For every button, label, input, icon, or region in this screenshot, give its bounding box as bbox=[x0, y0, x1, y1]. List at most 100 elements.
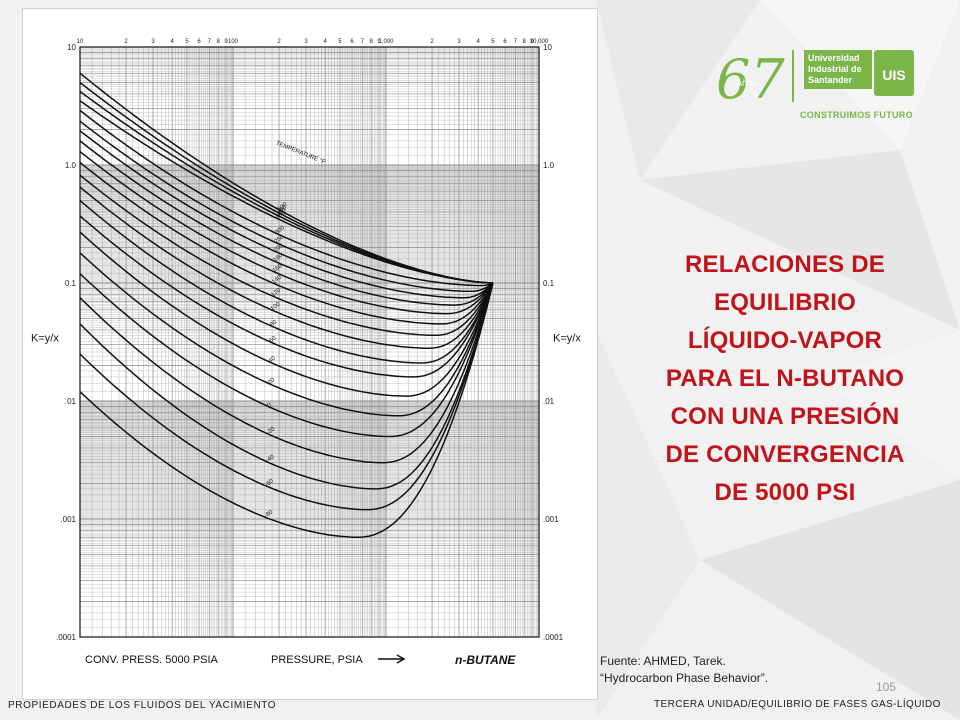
series-label: 450 bbox=[276, 204, 288, 215]
plot-frame bbox=[79, 46, 540, 638]
anniversary-67-logo: 67 Años bbox=[716, 48, 785, 110]
x-tick-label: 9 bbox=[377, 39, 381, 45]
series-line bbox=[79, 151, 494, 315]
university-line-3: Santander bbox=[808, 75, 853, 85]
x-tick-label: 6 bbox=[197, 39, 201, 45]
series-label: 20 bbox=[267, 377, 276, 386]
anniversary-number: 67 bbox=[716, 48, 785, 110]
series-label: 140 bbox=[271, 274, 283, 285]
series-label: 500 bbox=[277, 201, 289, 212]
series-line bbox=[79, 130, 494, 299]
uis-logo: 67 Años Universidad Industrial de Santan… bbox=[704, 44, 918, 126]
x-tick-label: 7 bbox=[514, 39, 518, 45]
series-label: 0 bbox=[266, 402, 273, 409]
series-line bbox=[79, 273, 494, 438]
x-tick-label: 4 bbox=[323, 39, 327, 45]
x-tick-label: 100 bbox=[228, 39, 239, 45]
series-label: 80 bbox=[269, 319, 278, 328]
series-line bbox=[79, 109, 494, 287]
convergence-label: CONV. PRESS. 5000 PSIA bbox=[85, 654, 219, 666]
series-line bbox=[79, 161, 494, 325]
footer-course: PROPIEDADES DE LOS FLUIDOS DEL YACIMIENT… bbox=[8, 700, 277, 711]
x-tick-label: 8 bbox=[523, 39, 527, 45]
y-axis-label-right: K=y/x bbox=[553, 332, 581, 344]
series-label: 100 bbox=[270, 301, 282, 312]
university-line-2: Industrial de bbox=[808, 64, 862, 74]
y-tick-label-right: .0001 bbox=[543, 633, 564, 642]
y-tick-label-left: 1.0 bbox=[65, 161, 77, 170]
x-tick-label: 8 bbox=[370, 39, 374, 45]
component-label: n-BUTANE bbox=[455, 653, 516, 667]
y-tick-label-left: .01 bbox=[65, 397, 77, 406]
x-tick-label: 6 bbox=[503, 39, 507, 45]
series-label: -80 bbox=[264, 509, 275, 519]
x-tick-label: 2 bbox=[124, 39, 128, 45]
series-line bbox=[79, 282, 494, 539]
series-label: 300 bbox=[274, 225, 286, 236]
x-tick-label: 7 bbox=[208, 39, 212, 45]
y-tick-label-right: .01 bbox=[543, 397, 555, 406]
series-label: 40 bbox=[268, 355, 277, 364]
university-line-1: Universidad bbox=[808, 53, 860, 63]
series-line bbox=[79, 120, 494, 293]
series-label: -40 bbox=[265, 454, 276, 464]
series-line bbox=[79, 282, 494, 464]
y-tick-label-right: 0.1 bbox=[543, 279, 555, 288]
series-line bbox=[79, 174, 494, 337]
series-line bbox=[79, 215, 494, 378]
x-tick-label: 7 bbox=[361, 39, 365, 45]
x-tick-label: 5 bbox=[338, 39, 342, 45]
series-line bbox=[79, 231, 494, 397]
x-tick-label: 3 bbox=[304, 39, 308, 45]
title-line-6: DE CONVERGENCIA bbox=[665, 441, 905, 468]
y-tick-label-left: 10 bbox=[67, 43, 76, 52]
y-tick-label-right: 10 bbox=[543, 43, 552, 52]
series-line bbox=[79, 252, 494, 417]
x-tick-label: 4 bbox=[476, 39, 480, 45]
footer-unit: TERCERA UNIDAD/EQUILIBRIO DE FASES GAS-L… bbox=[654, 699, 941, 710]
x-tick-label: 10,000 bbox=[530, 39, 549, 45]
series-group bbox=[79, 72, 494, 539]
uis-mark-icon: UIS bbox=[874, 50, 914, 96]
x-tick-label: 4 bbox=[170, 39, 174, 45]
x-tick-label: 1,000 bbox=[378, 39, 394, 45]
series-line bbox=[79, 140, 494, 306]
x-tick-label: 10 bbox=[77, 39, 84, 45]
x-tick-label: 9 bbox=[224, 39, 228, 45]
temperature-header: TEMPERATURE °F bbox=[275, 141, 326, 166]
title-line-4: PARA EL N-BUTANO bbox=[665, 365, 905, 392]
chart-panel: 10 2 3 4 5 6 7 8 9 100 2 3 4 5 6 7 8 9 1,000 2 3 4 5 6 7 8 9 10,000… bbox=[22, 8, 598, 700]
series-label: 200 bbox=[273, 242, 285, 253]
y-axis-label-left: K=y/x bbox=[31, 332, 59, 344]
series-label: 350 bbox=[275, 210, 287, 221]
title-line-2: EQUILIBRIO bbox=[713, 289, 856, 316]
logo-slogan: CONSTRUIMOS FUTURO bbox=[800, 110, 913, 120]
series-label: 250 bbox=[274, 234, 286, 245]
x-tick-label: 2 bbox=[430, 39, 434, 45]
series-label: -60 bbox=[264, 478, 275, 488]
source-line-2: “Hydrocarbon Phase Behavior”. bbox=[600, 671, 769, 685]
x-tick-label: 6 bbox=[350, 39, 354, 45]
x-axis-label: PRESSURE, PSIA bbox=[271, 654, 363, 666]
page-number: 105 bbox=[876, 680, 897, 694]
series-line bbox=[79, 282, 494, 511]
title-line-1: RELACIONES DE bbox=[685, 251, 885, 278]
source-citation: Fuente: AHMED, Tarek. “Hydrocarbon Phase… bbox=[600, 653, 768, 687]
x-tick-label: 5 bbox=[491, 39, 495, 45]
x-tick-label: 3 bbox=[151, 39, 155, 45]
university-name-block: Universidad Industrial de Santander bbox=[804, 50, 872, 89]
x-tick-label: 5 bbox=[185, 39, 189, 45]
source-line-1: Fuente: AHMED, Tarek. bbox=[600, 654, 726, 668]
k-value-chart: 10 2 3 4 5 6 7 8 9 100 2 3 4 5 6 7 8 91,000 2 3 4 5 6 7 8 910,000… bbox=[31, 39, 581, 667]
title-line-5: CON UNA PRESIÓN bbox=[670, 403, 900, 430]
series-line bbox=[79, 282, 494, 490]
series-label: 160 bbox=[272, 263, 284, 274]
x-tick-label: 9 bbox=[530, 39, 534, 45]
y-tick-label-left: .001 bbox=[60, 515, 76, 524]
series-label: 120 bbox=[271, 287, 283, 298]
x-axis-arrow-icon bbox=[378, 654, 406, 664]
series-label: -20 bbox=[266, 426, 277, 436]
y-tick-label-right: 1.0 bbox=[543, 161, 555, 170]
series-line bbox=[79, 186, 494, 349]
series-line bbox=[79, 199, 494, 364]
